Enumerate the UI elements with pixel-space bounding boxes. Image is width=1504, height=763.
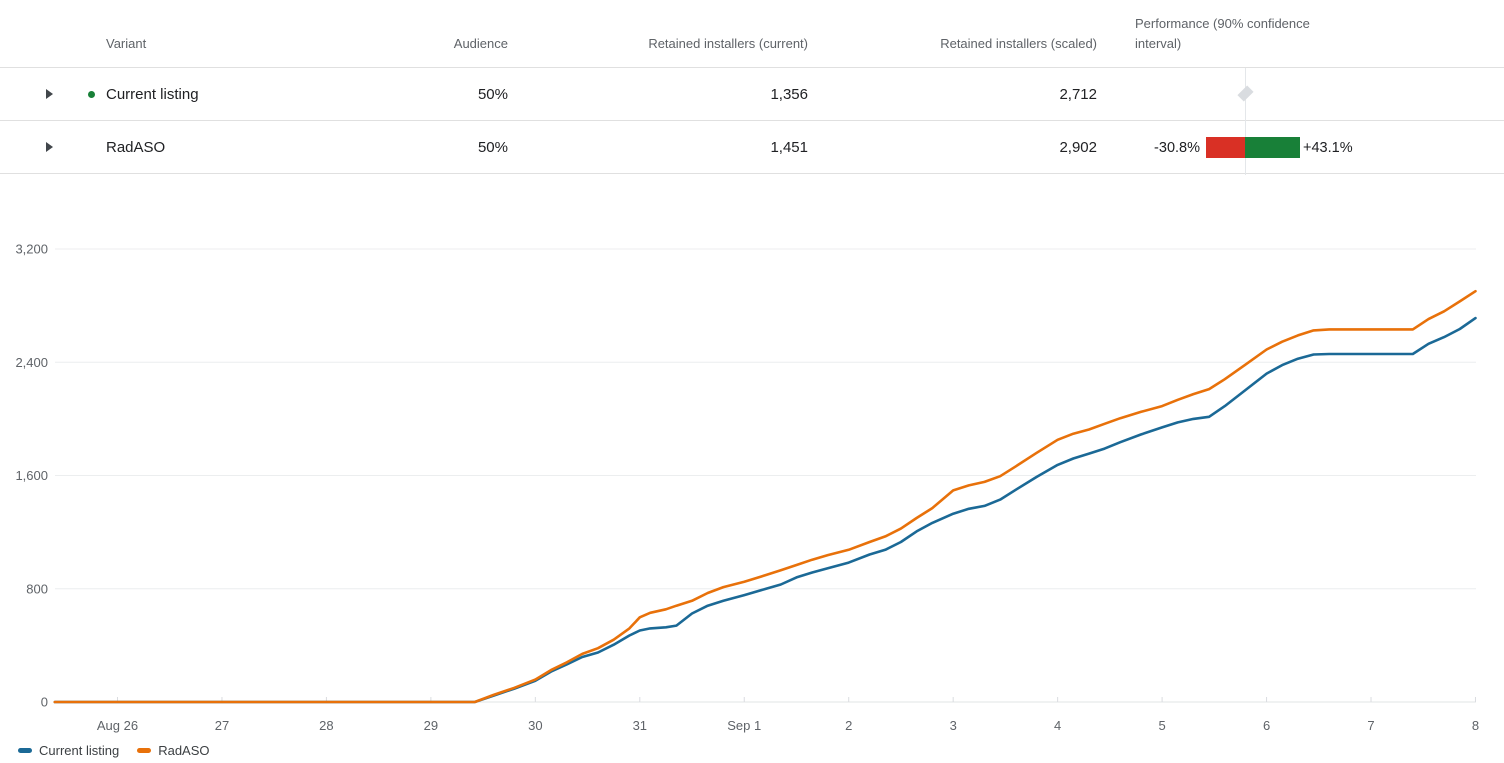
legend-label: RadASO [158, 743, 210, 758]
column-header-performance: Performance (90% confidence interval) [1135, 16, 1310, 51]
legend-item-current-listing: Current listing [18, 743, 119, 758]
expand-caret-icon[interactable] [46, 142, 53, 152]
column-header-retained-scaled: Retained installers (scaled) [940, 36, 1097, 51]
chart-legend: Current listing RadASO [18, 743, 210, 758]
variants-table: Variant Audience Retained installers (cu… [0, 0, 1504, 175]
retained-current-value: 1,451 [770, 138, 808, 156]
x-axis-tick-label: 8 [1472, 718, 1479, 733]
y-axis-tick-label: 2,400 [15, 355, 48, 370]
legend-label: Current listing [39, 743, 120, 758]
x-axis-tick-label: 27 [215, 718, 229, 733]
legend-item-radaso: RadASO [137, 743, 210, 758]
status-dot-icon [88, 90, 95, 98]
series-line-radaso [53, 289, 1477, 704]
x-axis-tick-label: Sep 1 [727, 718, 761, 733]
retained-installers-chart: 0 800 1,600 2,400 3,200 Aug 26 27 28 29 30 31 Sep 1… [0, 200, 1504, 763]
x-axis-tick-label: 4 [1054, 718, 1061, 733]
legend-swatch-current-listing [18, 748, 32, 753]
x-axis-tick-label: 28 [319, 718, 333, 733]
series-line-current-listing [53, 316, 1477, 704]
retained-scaled-value: 2,712 [1059, 85, 1097, 103]
expand-caret-icon[interactable] [46, 89, 53, 99]
column-header-retained-current: Retained installers (current) [648, 36, 808, 51]
x-axis-tick-label: 29 [424, 718, 438, 733]
audience-value: 50% [477, 85, 508, 103]
table-header-row: Variant Audience Retained installers (cu… [0, 0, 1504, 68]
table-row-current-listing: Current listing 50% 1,356 2,712 [0, 68, 1504, 121]
column-header-variant: Variant [106, 36, 147, 51]
x-axis-tick-label: 7 [1367, 718, 1374, 733]
audience-value: 50% [477, 138, 508, 156]
confidence-interval-negative-bar [1205, 137, 1245, 158]
y-axis-tick-label: 0 [41, 695, 48, 710]
x-axis-tick-label: Aug 26 [97, 718, 138, 733]
performance-zero-axis [1245, 68, 1246, 175]
y-axis-tick-label: 3,200 [15, 242, 48, 257]
ci-low-label: -30.8% [1154, 140, 1200, 156]
confidence-interval-positive-bar [1245, 137, 1300, 158]
x-axis-tick-label: 6 [1263, 718, 1270, 733]
retained-scaled-value: 2,902 [1059, 138, 1097, 156]
variant-name: RadASO [106, 138, 166, 156]
x-axis-tick-label: 30 [528, 718, 542, 733]
y-axis-tick-label: 800 [26, 581, 48, 596]
x-axis-tick-label: 5 [1158, 718, 1165, 733]
x-axis-tick-label: 31 [633, 718, 647, 733]
x-axis-tick-label: 2 [845, 718, 852, 733]
retained-current-value: 1,356 [770, 85, 808, 103]
y-axis-tick-label: 1,600 [15, 468, 48, 483]
table-row-radaso: RadASO 50% 1,451 2,902 [0, 121, 1504, 174]
x-axis-tick-label: 3 [950, 718, 957, 733]
variant-name: Current listing [106, 85, 199, 103]
ci-high-label: +43.1% [1303, 140, 1353, 156]
column-header-audience: Audience [453, 36, 508, 51]
legend-swatch-radaso [137, 748, 152, 753]
